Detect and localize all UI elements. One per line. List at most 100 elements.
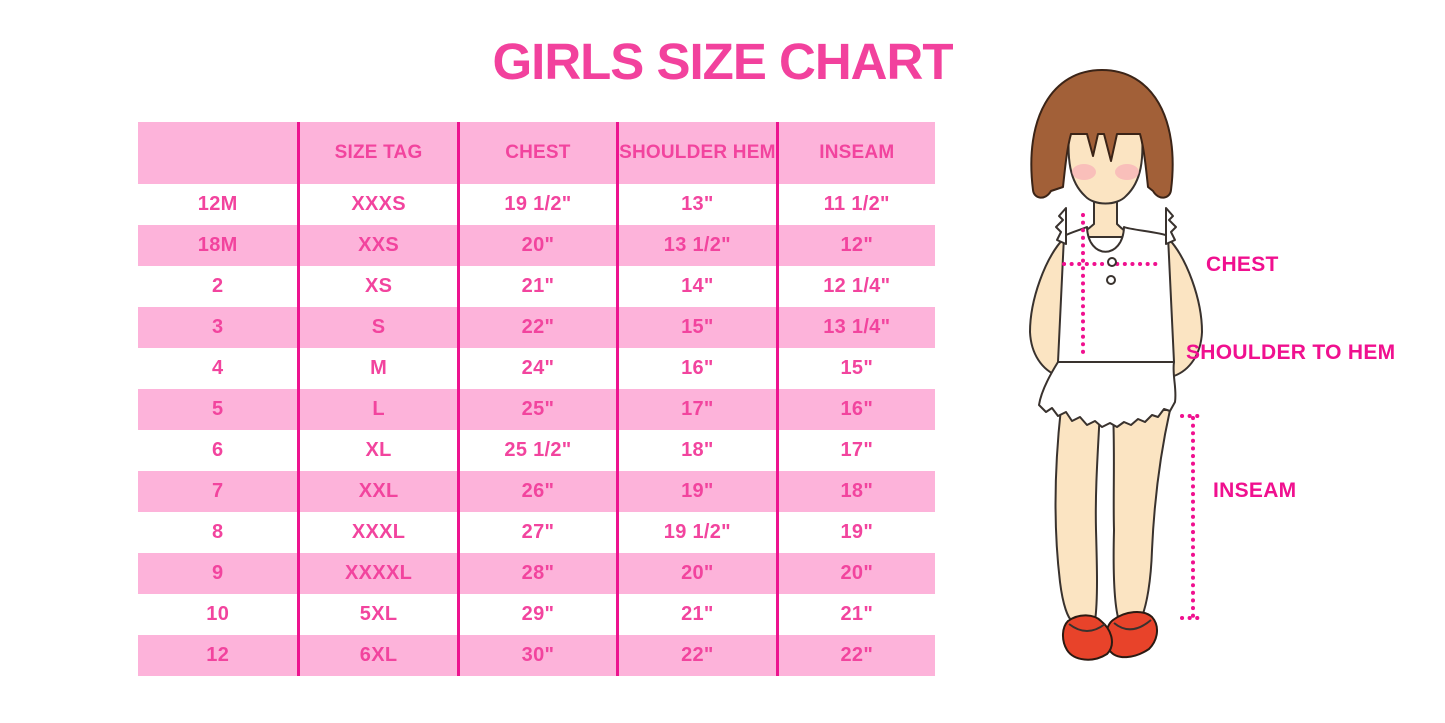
chest-label: CHEST (1206, 253, 1279, 276)
table-cell: 12 1/4" (775, 266, 935, 307)
table-cell: 13 1/2" (616, 225, 775, 266)
table-row: 10 5XL 29" 21" 21" (138, 594, 935, 635)
table-cell: 21" (616, 594, 775, 635)
left-cheek-blush (1072, 164, 1096, 180)
table-cell: 20" (456, 225, 616, 266)
table-cell: 6XL (297, 635, 456, 676)
table-cell: 29" (456, 594, 616, 635)
table-cell: XXXXL (297, 553, 456, 594)
table-cell: 2 (211, 275, 224, 297)
table-cell: 17" (775, 430, 935, 471)
table-cell: 19" (775, 512, 935, 553)
table-cell: 5 (211, 398, 224, 420)
table-cell: XXXS (297, 184, 456, 225)
table-cell: 21" (775, 594, 935, 635)
column-header (138, 122, 297, 184)
table-cell: 30" (456, 635, 616, 676)
table-cell: 13" (616, 184, 775, 225)
table-cell: 12 (206, 644, 230, 666)
girl-right-leg (1112, 409, 1171, 622)
column-header: CHEST (456, 122, 616, 184)
table-cell: 7 (211, 480, 224, 502)
table-cell: 17" (616, 389, 775, 430)
table-cell: M (297, 348, 456, 389)
table-cell: XXL (297, 471, 456, 512)
table-cell: 25 1/2" (456, 430, 616, 471)
table-row: 5 L 25" 17" 16" (138, 389, 935, 430)
right-shoulder-ruffle (1165, 207, 1177, 245)
page-title: GIRLS SIZE CHART (492, 33, 953, 90)
table-cell: 22" (616, 635, 775, 676)
table-cell: 8 (211, 521, 224, 543)
table-cell: 10 (206, 603, 230, 625)
table-row: 4 M 24" 16" 15" (138, 348, 935, 389)
shoulder-to-hem-label: SHOULDER TO HEM (1186, 341, 1395, 364)
table-cell: 18M (197, 234, 238, 256)
table-cell: 3 (211, 316, 224, 338)
girl-left-shoe (1062, 614, 1113, 661)
table-cell: 21" (456, 266, 616, 307)
table-cell: S (297, 307, 456, 348)
table-cell: 27" (456, 512, 616, 553)
table-row: 6 XL 25 1/2" 18" 17" (138, 430, 935, 471)
column-header: SHOULDER HEM (616, 122, 776, 184)
inseam-label: INSEAM (1213, 479, 1296, 502)
table-cell: 20" (616, 553, 775, 594)
table-row: 8 XXXL 27" 19 1/2" 19" (138, 512, 935, 553)
table-row: 12M XXXS 19 1/2" 13" 11 1/2" (138, 184, 935, 225)
table-cell: 19" (616, 471, 775, 512)
table-cell: 18" (775, 471, 935, 512)
table-row: 12 6XL 30" 22" 22" (138, 635, 935, 676)
table-header-row: SIZE TAG CHEST SHOULDER HEM INSEAM (138, 122, 935, 184)
table-cell: 19 1/2" (616, 512, 775, 553)
table-cell: 26" (456, 471, 616, 512)
left-shoulder-ruffle (1055, 207, 1067, 245)
table-cell: 19 1/2" (456, 184, 616, 225)
girl-hair (1030, 69, 1174, 199)
table-cell: 6 (211, 439, 224, 461)
size-table-body: 12M XXXS 19 1/2" 13" 11 1/2" 18M XXS 20" 13 1/2"… (138, 184, 935, 676)
girl-skirt-ruffle (1038, 361, 1177, 428)
table-cell: 12M (197, 193, 238, 215)
table-cell: 16" (616, 348, 775, 389)
table-cell: 15" (775, 348, 935, 389)
table-row: 3 S 22" 15" 13 1/4" (138, 307, 935, 348)
table-cell: 5XL (297, 594, 456, 635)
girls-size-table: SIZE TAG CHEST SHOULDER HEM INSEAM 12M XXXS 1… (138, 122, 935, 676)
table-cell: 15" (616, 307, 775, 348)
girl-face (1067, 121, 1144, 205)
table-cell: 25" (456, 389, 616, 430)
girl-left-leg (1054, 407, 1101, 622)
left-shoe-strap (1068, 623, 1106, 632)
girl-right-arm (1165, 237, 1203, 377)
right-shoe-strap (1113, 619, 1152, 631)
dress-button-top (1107, 257, 1117, 267)
column-header: SIZE TAG (297, 122, 456, 184)
table-cell: 14" (616, 266, 775, 307)
table-cell: 28" (456, 553, 616, 594)
girl-dress-bodice (1057, 226, 1175, 363)
table-cell: L (297, 389, 456, 430)
table-cell: 22" (775, 635, 935, 676)
table-cell: 12" (775, 225, 935, 266)
dress-button-bottom (1106, 275, 1116, 285)
table-cell: XXS (297, 225, 456, 266)
column-header: INSEAM (775, 122, 935, 184)
girl-measurement-illustration: CHEST SHOULDER TO HEM INSEAM (1000, 60, 1445, 723)
table-cell: 11 1/2" (775, 184, 935, 225)
right-cheek-blush (1115, 164, 1139, 180)
table-row: 7 XXL 26" 19" 18" (138, 471, 935, 512)
table-cell: XS (297, 266, 456, 307)
girl-right-shoe (1105, 611, 1158, 659)
table-cell: 18" (616, 430, 775, 471)
table-cell: 16" (775, 389, 935, 430)
table-cell: 4 (211, 357, 224, 379)
table-cell: 13 1/4" (775, 307, 935, 348)
table-cell: 20" (775, 553, 935, 594)
table-cell: 22" (456, 307, 616, 348)
table-row: 18M XXS 20" 13 1/2" 12" (138, 225, 935, 266)
girl-figure-svg: CHEST SHOULDER TO HEM INSEAM (1029, 69, 1395, 661)
table-row: 9 XXXXL 28" 20" 20" (138, 553, 935, 594)
table-cell: 24" (456, 348, 616, 389)
table-cell: 9 (211, 562, 224, 584)
